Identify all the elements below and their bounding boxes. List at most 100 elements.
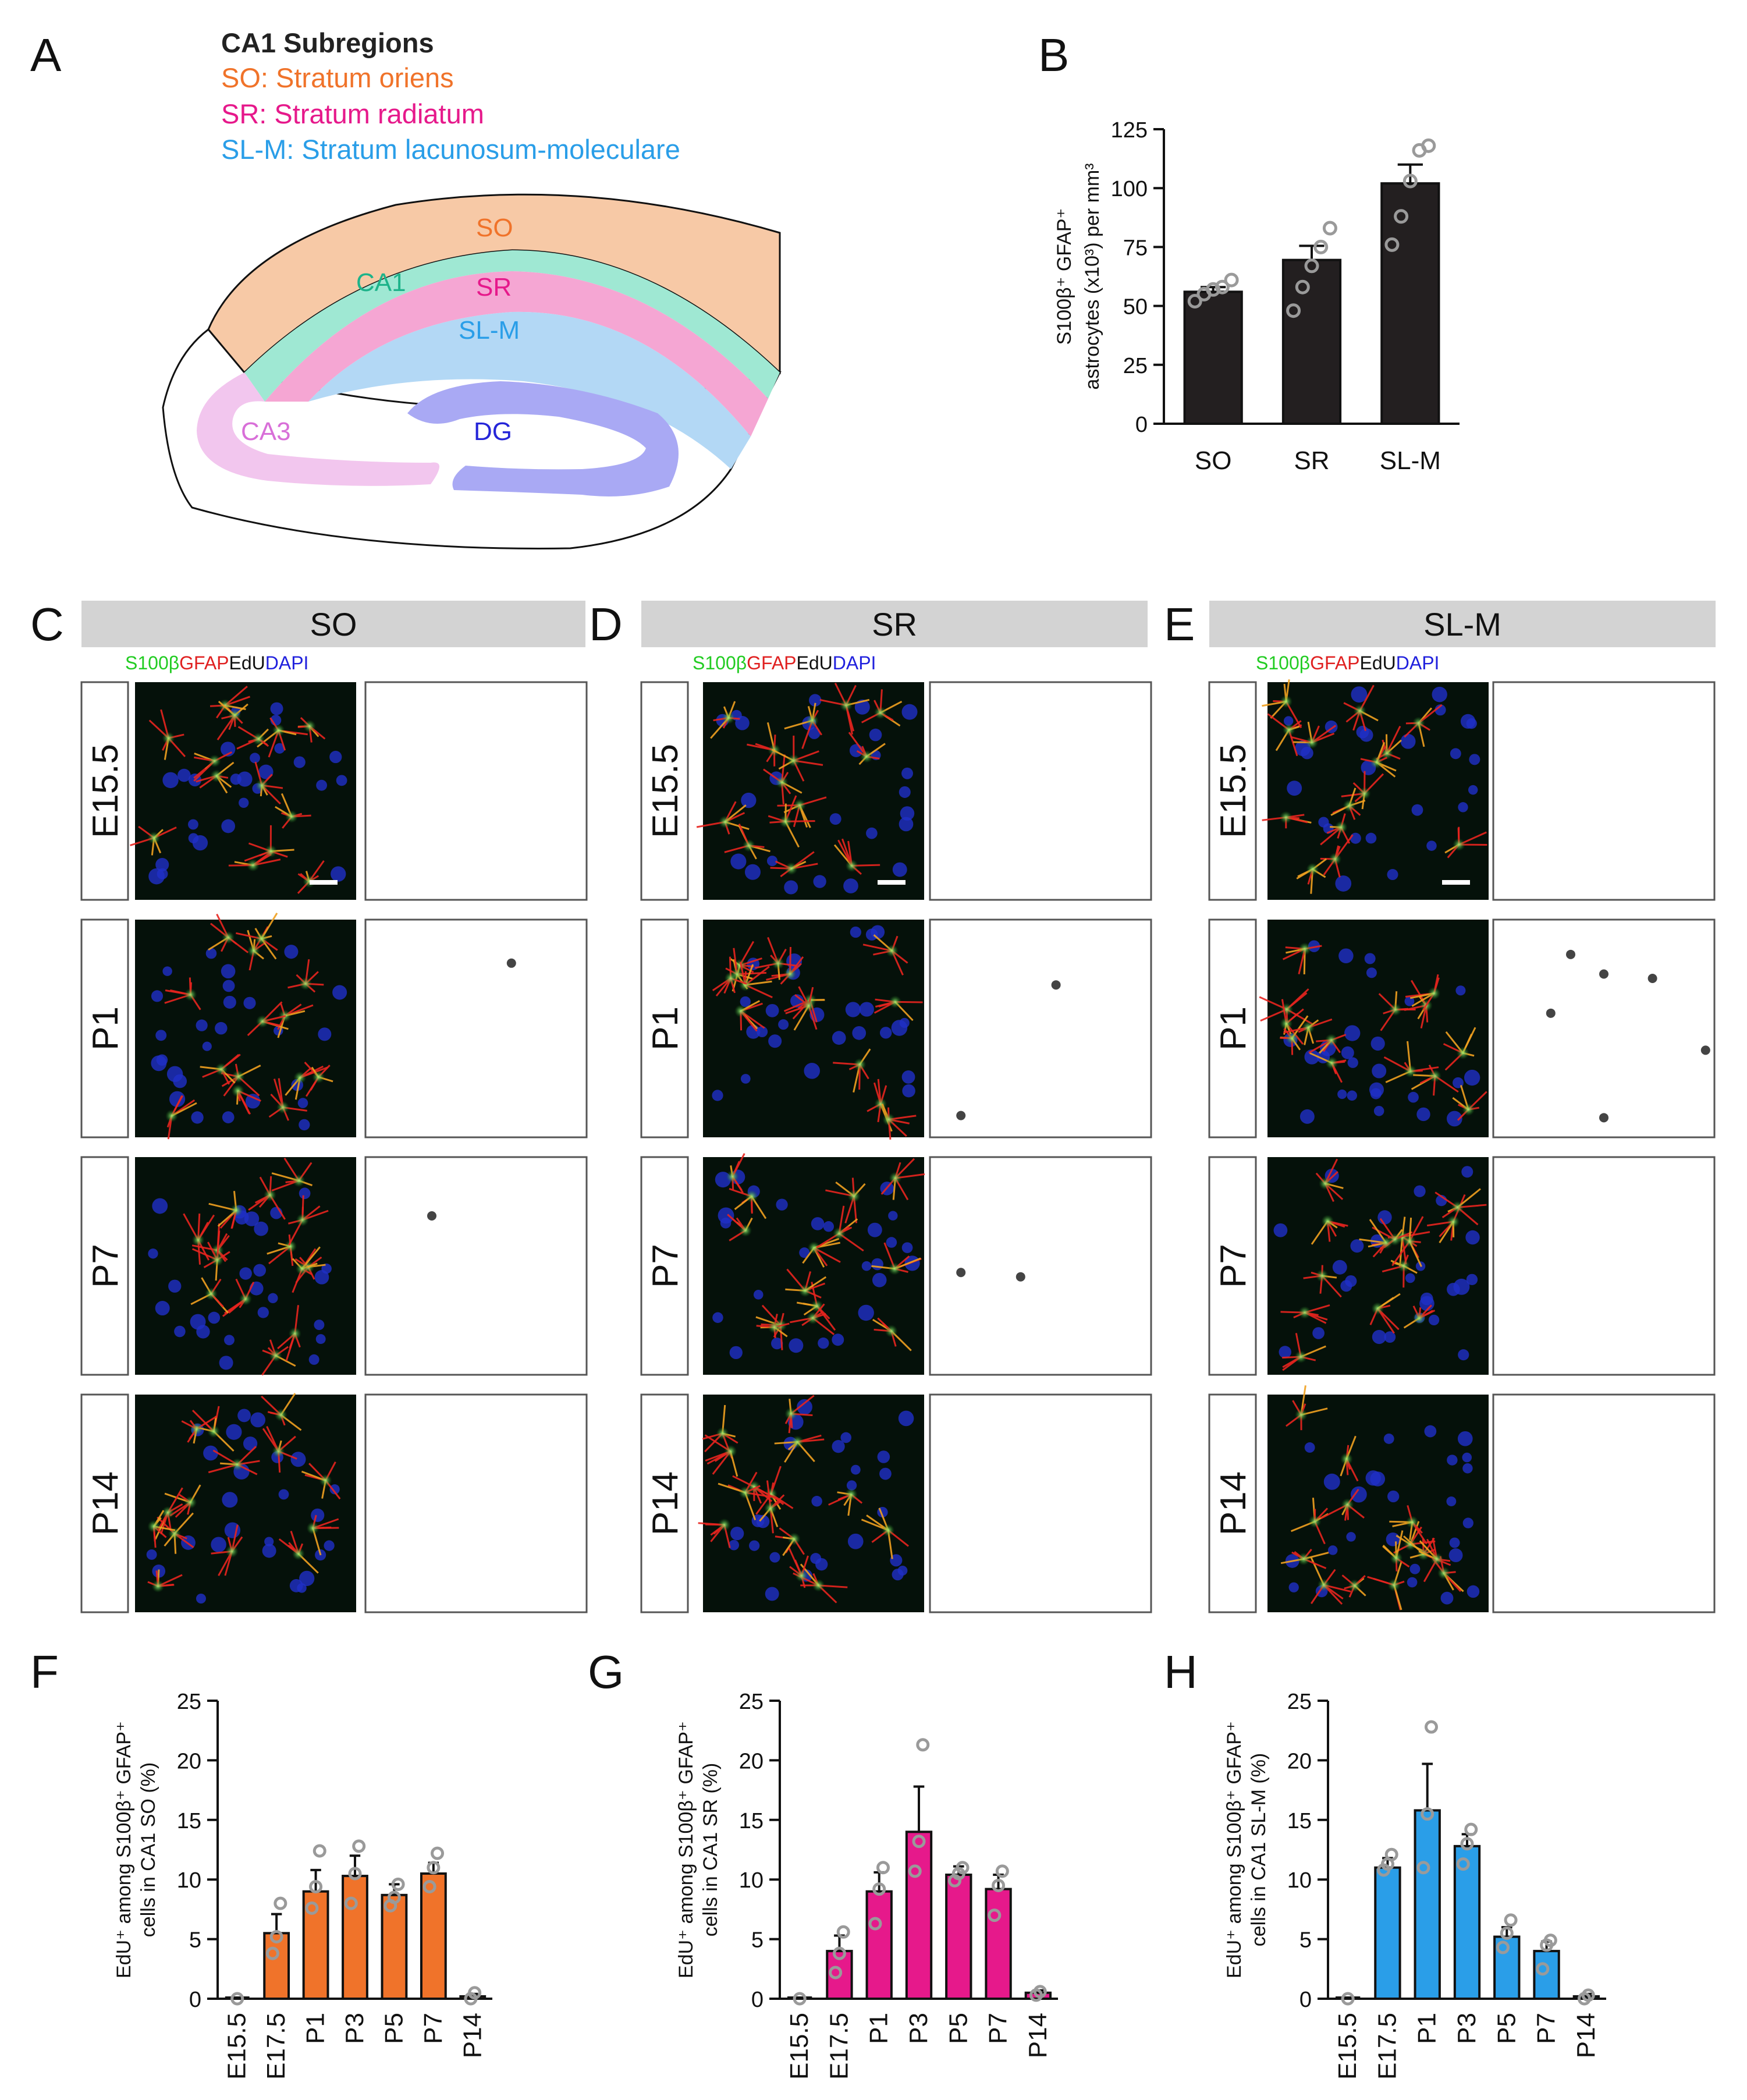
edu-cell-dot	[1015, 1272, 1025, 1282]
nucleus	[1467, 1585, 1480, 1598]
data-point	[1215, 279, 1230, 295]
astrocyte-soma	[1428, 1069, 1441, 1083]
nucleus	[1287, 781, 1302, 796]
row-label-box	[80, 1156, 129, 1376]
nucleus	[1364, 953, 1376, 964]
nucleus	[168, 1279, 182, 1293]
scale-bar	[310, 880, 338, 885]
nucleus	[899, 817, 914, 832]
nucleus	[1279, 1346, 1291, 1358]
nucleus	[730, 853, 747, 870]
astrocyte-soma	[1340, 1452, 1353, 1466]
nucleus	[1450, 748, 1461, 760]
row-label-box	[640, 918, 689, 1138]
nucleus	[278, 1489, 289, 1500]
y-tick-label: 15	[1287, 1809, 1312, 1833]
nucleus	[744, 864, 761, 880]
astrocyte-soma	[1447, 1215, 1460, 1228]
nucleus	[215, 1021, 228, 1035]
nucleus	[832, 1031, 846, 1045]
astrocyte-soma	[252, 732, 265, 746]
nucleus	[1407, 1577, 1418, 1588]
astrocyte-soma	[299, 977, 313, 991]
astrocyte-soma	[889, 1172, 902, 1185]
stain-edu: EdU	[797, 652, 833, 673]
astrocyte-soma	[231, 1084, 244, 1098]
nucleus	[1419, 1296, 1434, 1311]
nucleus	[766, 856, 777, 867]
astrocyte-soma	[885, 1324, 898, 1338]
data-point	[1313, 239, 1329, 254]
data-point	[1424, 1720, 1438, 1734]
nucleus	[152, 1198, 168, 1214]
y-tick-label: 5	[189, 1928, 201, 1953]
nucleus	[290, 1452, 306, 1467]
edu-cell-dot	[1566, 949, 1575, 959]
bar	[1453, 1844, 1481, 2000]
nucleus	[861, 1261, 872, 1271]
nucleus	[1466, 718, 1477, 729]
data-point	[1384, 237, 1400, 252]
bar	[1281, 258, 1342, 425]
diagram-label-ca3: CA3	[241, 417, 291, 446]
row-label-box	[1208, 681, 1257, 901]
nucleus	[196, 1325, 210, 1339]
nucleus	[1350, 1239, 1364, 1253]
data-point	[1341, 1992, 1355, 2006]
astrocyte-soma	[787, 1533, 801, 1546]
stain-legend: S100βGFAPEdUDAPI	[693, 652, 876, 673]
edu-map-box	[364, 918, 588, 1138]
nucleus	[877, 1450, 890, 1463]
nucleus	[729, 1346, 743, 1360]
astrocyte-soma	[1452, 838, 1465, 852]
nucleus	[872, 1272, 887, 1287]
astrocyte-soma	[847, 1189, 861, 1202]
category-label: P14	[458, 2013, 487, 2058]
stain-legend: S100βGFAPEdUDAPI	[1256, 652, 1439, 673]
astrocyte-soma	[775, 775, 789, 789]
nucleus	[148, 1248, 158, 1259]
row-label-box	[1208, 918, 1257, 1138]
astrocyte-soma	[246, 859, 260, 872]
y-tick-label: 15	[739, 1809, 764, 1833]
astrocyte-soma	[1308, 1515, 1322, 1528]
nucleus	[151, 990, 164, 1002]
nucleus	[1446, 1496, 1457, 1506]
stain-legend: S100βGFAPEdUDAPI	[125, 652, 308, 673]
astrocyte-soma	[839, 698, 853, 712]
nucleus	[208, 1311, 221, 1324]
astrocyte-soma	[718, 815, 732, 829]
nucleus	[1400, 733, 1416, 749]
slm-region	[308, 311, 751, 469]
bar	[905, 1831, 933, 2000]
data-point	[1421, 138, 1436, 153]
nucleus	[1383, 1433, 1394, 1444]
nucleus	[740, 996, 751, 1008]
data-point	[912, 1835, 926, 1849]
nucleus	[1448, 1548, 1463, 1563]
nucleus	[797, 1399, 812, 1415]
y-tick-label: 0	[751, 1988, 764, 2012]
legend-so: SO: Stratum oriens	[221, 62, 454, 93]
nucleus	[221, 964, 236, 979]
category-label: SR	[1294, 446, 1329, 475]
nucleus	[829, 813, 841, 825]
nucleus	[778, 1019, 789, 1030]
nucleus	[1404, 996, 1415, 1006]
data-point	[1384, 1847, 1398, 1861]
micrograph	[703, 1153, 925, 1375]
micrograph	[698, 1395, 924, 1612]
astrocyte-soma	[1405, 1516, 1419, 1529]
nucleus	[720, 1218, 732, 1229]
nucleus	[299, 1119, 310, 1131]
edu-cell-dot	[1599, 1113, 1608, 1123]
astrocyte-soma	[1334, 821, 1348, 834]
nucleus	[811, 1217, 825, 1230]
nucleus	[867, 1222, 882, 1237]
data-point	[391, 1877, 405, 1891]
edu-map-box	[929, 918, 1152, 1138]
nucleus	[329, 1484, 340, 1495]
diagram-label-dg: DG	[474, 417, 512, 446]
astrocyte-soma	[292, 1547, 305, 1560]
micrograph	[1267, 1385, 1489, 1612]
